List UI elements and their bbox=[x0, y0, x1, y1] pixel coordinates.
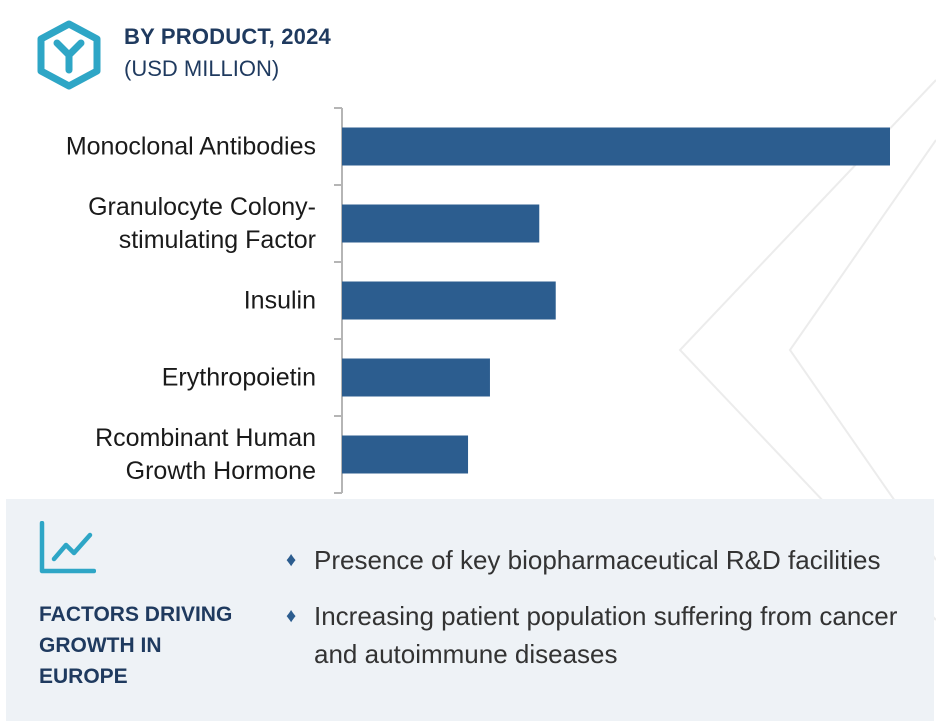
factors-list: ♦ Presence of key biopharmaceutical R&D … bbox=[284, 541, 904, 691]
factor-text: Increasing patient population suffering … bbox=[314, 601, 898, 669]
bar bbox=[342, 435, 469, 474]
factors-title-line: EUROPE bbox=[39, 665, 128, 688]
bar-chart: Monoclonal Antibodies Granulocyte Colony-… bbox=[66, 107, 890, 494]
category-label: Rcombinant Human bbox=[95, 424, 316, 452]
bar bbox=[342, 281, 556, 320]
factor-text: Presence of key biopharmaceutical R&D fa… bbox=[314, 545, 881, 575]
category-label: Monoclonal Antibodies bbox=[66, 133, 316, 161]
factors-title: FACTORS DRIVING GROWTH IN EUROPE bbox=[39, 599, 269, 692]
category-label: Granulocyte Colony- bbox=[88, 193, 316, 221]
factors-title-line: GROWTH IN bbox=[39, 634, 162, 657]
factors-title-line: FACTORS DRIVING bbox=[39, 603, 233, 626]
bar bbox=[342, 204, 540, 243]
factor-item: ♦ Increasing patient population sufferin… bbox=[284, 597, 904, 673]
trend-line-chart-icon bbox=[39, 521, 96, 574]
chart-title: BY PRODUCT, 2024 bbox=[124, 24, 331, 49]
bar bbox=[342, 127, 890, 166]
category-label: stimulating Factor bbox=[119, 226, 316, 254]
bar bbox=[342, 358, 490, 397]
diamond-bullet-icon: ♦ bbox=[286, 549, 297, 571]
category-label: Growth Hormone bbox=[126, 457, 316, 485]
category-label: Insulin bbox=[244, 287, 316, 315]
category-label: Erythropoietin bbox=[162, 364, 316, 392]
diamond-bullet-icon: ♦ bbox=[286, 605, 297, 627]
chart-header: BY PRODUCT, 2024 (USD MILLION) bbox=[36, 20, 436, 92]
factor-item: ♦ Presence of key biopharmaceutical R&D … bbox=[284, 541, 904, 579]
y-hexagon-icon bbox=[37, 20, 101, 90]
factors-panel: FACTORS DRIVING GROWTH IN EUROPE ♦ Prese… bbox=[6, 499, 934, 721]
chart-subtitle: (USD MILLION) bbox=[124, 56, 280, 81]
